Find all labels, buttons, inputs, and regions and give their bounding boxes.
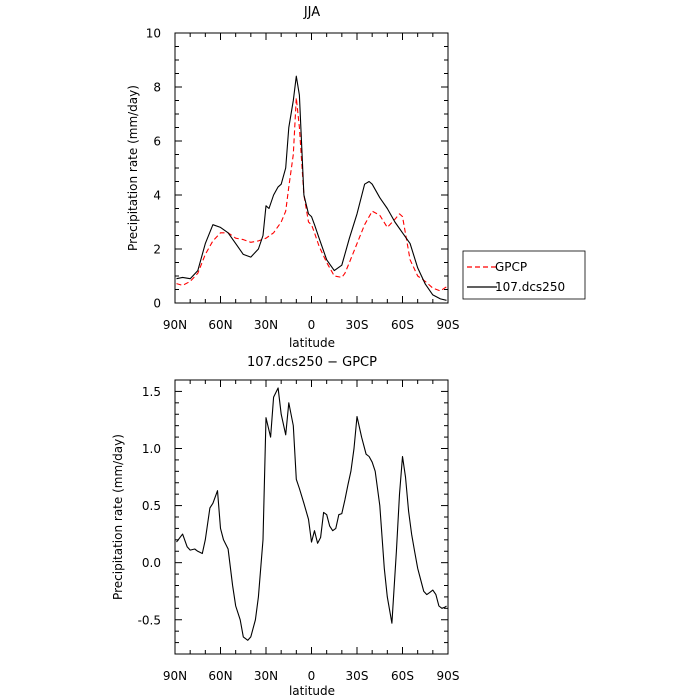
x-tick-label: 30S xyxy=(346,669,369,683)
y-tick-label: -0.5 xyxy=(138,613,161,627)
panel-top-series xyxy=(176,75,447,301)
x-tick-label: 0 xyxy=(308,669,316,683)
x-tick-label: 90S xyxy=(437,669,460,683)
x-tick-label: 30N xyxy=(254,318,278,332)
y-tick-label: 0 xyxy=(153,297,161,311)
panel-bottom-frame xyxy=(174,379,449,655)
panel-bottom: 107.dcs250 − GPCP Precipitation rate (mm… xyxy=(111,355,459,698)
panel-top-series-gpcp xyxy=(176,97,447,292)
y-tick-label: 0.0 xyxy=(142,556,161,570)
panel-bottom-ticks xyxy=(174,379,449,655)
panel-top: JJA Precipitation rate (mm/day) latitude… xyxy=(126,5,586,350)
x-tick-label: 60N xyxy=(208,669,232,683)
panel-top-ticks xyxy=(174,32,449,304)
y-tick-label: 1.0 xyxy=(142,442,161,456)
legend-label-model: 107.dcs250 xyxy=(495,280,565,294)
panel-top-xlabel: latitude xyxy=(289,336,335,350)
panel-bottom-series-difference xyxy=(176,387,447,641)
y-tick-label: 6 xyxy=(153,135,161,149)
y-tick-label: 8 xyxy=(153,81,161,95)
y-tick-label: 4 xyxy=(153,189,161,203)
panel-top-tick-labels: 90N 60N 30N 0 30S 60S 90S 0 2 4 6 8 10 xyxy=(146,27,460,333)
panel-bottom-tick-labels: 90N 60N 30N 0 30S 60S 90S -0.5 0.0 0.5 1.0 1.5 xyxy=(138,385,460,683)
x-tick-label: 0 xyxy=(308,318,316,332)
legend: GPCP 107.dcs250 xyxy=(462,250,586,300)
x-tick-label: 90N xyxy=(163,669,187,683)
panel-bottom-ylabel: Precipitation rate (mm/day) xyxy=(111,434,125,600)
panel-bottom-xlabel: latitude xyxy=(289,684,335,698)
x-tick-label: 60S xyxy=(391,669,414,683)
panel-top-frame xyxy=(174,32,449,304)
x-tick-label: 90N xyxy=(163,318,187,332)
panel-top-title: JJA xyxy=(303,5,320,20)
y-tick-label: 1.5 xyxy=(142,385,161,399)
panel-top-ylabel: Precipitation rate (mm/day) xyxy=(126,85,140,251)
y-tick-label: 2 xyxy=(153,243,161,257)
legend-box xyxy=(462,250,586,300)
panel-bottom-series xyxy=(176,387,447,641)
x-tick-label: 30S xyxy=(346,318,369,332)
panel-top-series-107-dcs250 xyxy=(176,75,447,301)
y-tick-label: 0.5 xyxy=(142,499,161,513)
x-tick-label: 60S xyxy=(391,318,414,332)
x-tick-label: 90S xyxy=(437,318,460,332)
x-tick-label: 30N xyxy=(254,669,278,683)
legend-label-gpcp: GPCP xyxy=(495,260,527,274)
panel-bottom-title: 107.dcs250 − GPCP xyxy=(247,355,377,370)
x-tick-label: 60N xyxy=(208,318,232,332)
y-tick-label: 10 xyxy=(146,27,161,41)
